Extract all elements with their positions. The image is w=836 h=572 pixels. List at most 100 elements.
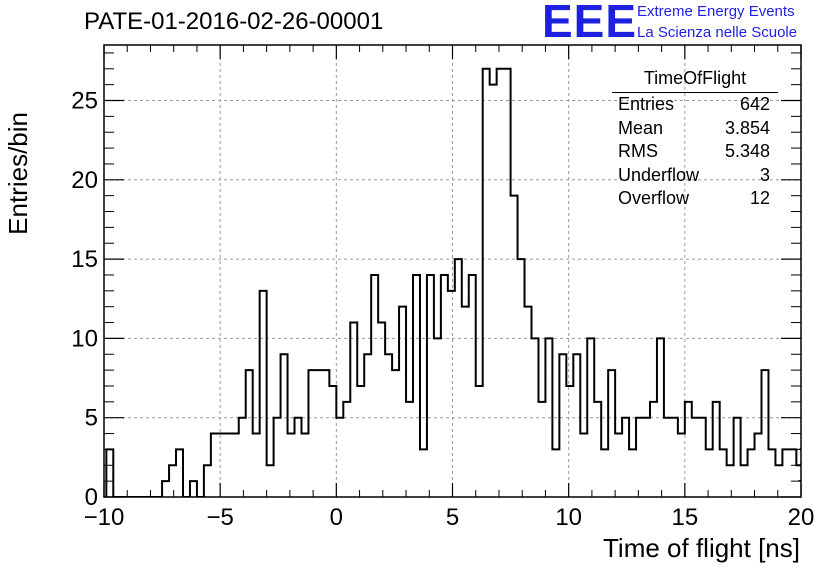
histogram-bin bbox=[699, 418, 706, 497]
histogram-bin bbox=[218, 434, 225, 497]
histogram-bin bbox=[378, 323, 385, 497]
histogram-bin bbox=[601, 449, 608, 497]
histogram-bin bbox=[246, 370, 253, 497]
histogram-bin bbox=[713, 402, 720, 497]
histogram-bin bbox=[552, 449, 559, 497]
histogram-bin bbox=[295, 418, 302, 497]
histogram-bin bbox=[315, 370, 322, 497]
x-tick-label: 0 bbox=[330, 504, 343, 531]
histogram-bin bbox=[253, 434, 260, 497]
stats-value: 3 bbox=[759, 164, 770, 185]
histogram-bin bbox=[204, 465, 211, 497]
stats-box: TimeOfFlight Entries 642 Mean 3.854 RMS 5.348… bbox=[610, 68, 778, 211]
histogram-bin bbox=[176, 449, 183, 497]
histogram-bin bbox=[232, 434, 239, 497]
histogram-bin bbox=[350, 323, 357, 497]
histogram-bin bbox=[741, 465, 748, 497]
histogram-bin bbox=[755, 434, 762, 497]
eee-logo: EEE bbox=[542, 0, 638, 47]
histogram-bin bbox=[559, 354, 566, 497]
histogram-bin bbox=[511, 196, 518, 497]
histogram-bin bbox=[448, 291, 455, 497]
histogram-bin bbox=[190, 481, 197, 497]
y-tick-label: 0 bbox=[85, 484, 98, 511]
logo-subtitle-2: La Scienza nelle Scuole bbox=[637, 24, 798, 41]
histogram-bin bbox=[483, 69, 490, 497]
histogram-bin bbox=[748, 449, 755, 497]
histogram-bin bbox=[343, 402, 350, 497]
histogram-bin bbox=[497, 69, 504, 497]
histogram-bin bbox=[162, 481, 169, 497]
y-tick-label: 10 bbox=[71, 325, 98, 352]
histogram-bin bbox=[720, 449, 727, 497]
histogram-outline bbox=[105, 67, 801, 497]
y-axis-label: Entries/bin bbox=[3, 112, 33, 235]
stats-rows: Entries 642 Mean 3.854 RMS 5.348 Underflow 3 Ove… bbox=[610, 93, 778, 211]
histogram-bin bbox=[274, 418, 281, 497]
histogram-bin bbox=[782, 449, 789, 497]
histogram-bin bbox=[413, 275, 420, 497]
axis-ticks: −10 −5 0 5 10 15 20 0 5 10 15 20 25 bbox=[71, 45, 814, 531]
histogram-bin bbox=[643, 418, 650, 497]
histogram-bin bbox=[288, 434, 295, 497]
histogram-bin bbox=[385, 354, 392, 497]
histogram-bin bbox=[329, 386, 336, 497]
stats-title: TimeOfFlight bbox=[612, 68, 778, 93]
y-tick-label: 15 bbox=[71, 246, 98, 273]
histogram-bin bbox=[364, 354, 371, 497]
stats-label: Mean bbox=[618, 117, 664, 138]
histogram-bin bbox=[594, 402, 601, 497]
histogram-bin bbox=[789, 449, 796, 497]
histogram-bin bbox=[580, 434, 587, 497]
histogram-bin bbox=[518, 259, 525, 497]
histogram-bin bbox=[504, 69, 511, 497]
histogram-bin bbox=[441, 275, 448, 497]
stats-value: 5.348 bbox=[724, 141, 770, 161]
histogram-bin bbox=[281, 354, 288, 497]
histogram-bin bbox=[566, 386, 573, 497]
histogram-bin bbox=[622, 418, 629, 497]
histogram-bin bbox=[455, 259, 462, 497]
stats-row: Underflow 3 bbox=[610, 164, 778, 188]
histogram-bin bbox=[650, 402, 657, 497]
histogram-bin bbox=[476, 386, 483, 497]
histogram-bin bbox=[692, 418, 699, 497]
histogram-bin bbox=[336, 418, 343, 497]
chart-title: PATE-01-2016-02-26-00001 bbox=[84, 8, 384, 35]
stats-label: Underflow bbox=[618, 164, 700, 185]
histogram-bin bbox=[727, 465, 734, 497]
y-tick-label: 25 bbox=[71, 88, 98, 115]
histogram-bin bbox=[462, 307, 469, 497]
histogram-bin bbox=[573, 354, 580, 497]
x-tick-label: 10 bbox=[555, 504, 582, 531]
histogram-bin bbox=[301, 434, 308, 497]
histogram-series bbox=[105, 67, 801, 497]
histogram-bin bbox=[734, 418, 741, 497]
histogram-bin bbox=[469, 275, 476, 497]
histogram-bin bbox=[267, 465, 274, 497]
histogram-bin bbox=[490, 85, 497, 497]
histogram-bin bbox=[671, 418, 678, 497]
y-tick-label: 5 bbox=[85, 405, 98, 432]
stats-row: Mean 3.854 bbox=[610, 117, 778, 141]
x-tick-label: 5 bbox=[446, 504, 459, 531]
y-tick-label: 20 bbox=[71, 167, 98, 194]
histogram-bin bbox=[260, 291, 267, 497]
histogram-bin bbox=[636, 418, 643, 497]
stats-row: Entries 642 bbox=[610, 93, 778, 117]
stats-row: RMS 5.348 bbox=[610, 140, 778, 164]
stats-label: Entries bbox=[618, 94, 675, 114]
histogram-bin bbox=[308, 370, 315, 497]
histogram-bin bbox=[608, 370, 615, 497]
stats-value: 12 bbox=[749, 188, 770, 208]
histogram-bin bbox=[664, 418, 671, 497]
x-tick-label: 20 bbox=[788, 504, 815, 531]
stats-value: 3.854 bbox=[724, 117, 770, 138]
histogram-bin bbox=[706, 449, 713, 497]
histogram-bin bbox=[399, 307, 406, 497]
x-tick-label: −5 bbox=[206, 504, 233, 531]
histogram-bin bbox=[322, 370, 329, 497]
histogram-bin bbox=[169, 465, 176, 497]
histogram-bin bbox=[406, 402, 413, 497]
